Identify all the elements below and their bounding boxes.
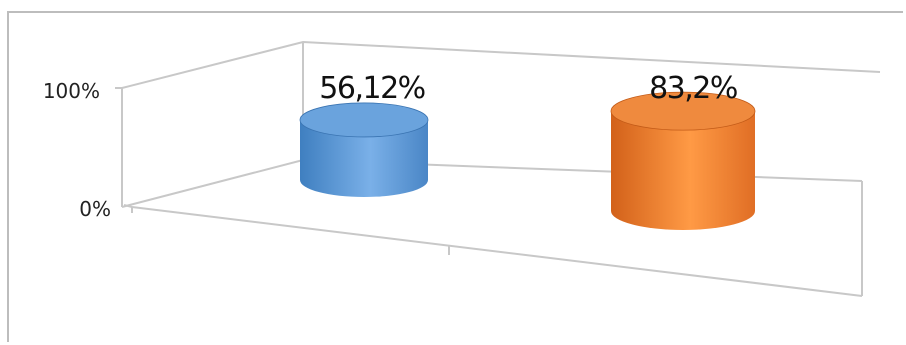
y-tick-label-0: 0% — [79, 197, 111, 221]
cylinder-top-orange — [610, 91, 756, 131]
tick-0 — [123, 204, 133, 208]
cylinder-body-blue — [300, 119, 428, 197]
chart-frame — [7, 11, 903, 342]
cylinder-body-orange — [611, 111, 755, 230]
y-tick-label-100: 100% — [43, 79, 100, 103]
floor-front-edge — [131, 206, 863, 297]
data-label-orange: 83,2% — [649, 71, 737, 106]
plot-frame — [115, 40, 881, 297]
back-wall-top-edge — [121, 40, 881, 89]
cylinder-top-blue — [299, 102, 429, 138]
cylinder-bars — [299, 91, 756, 230]
data-label-blue: 56,12% — [319, 71, 424, 106]
